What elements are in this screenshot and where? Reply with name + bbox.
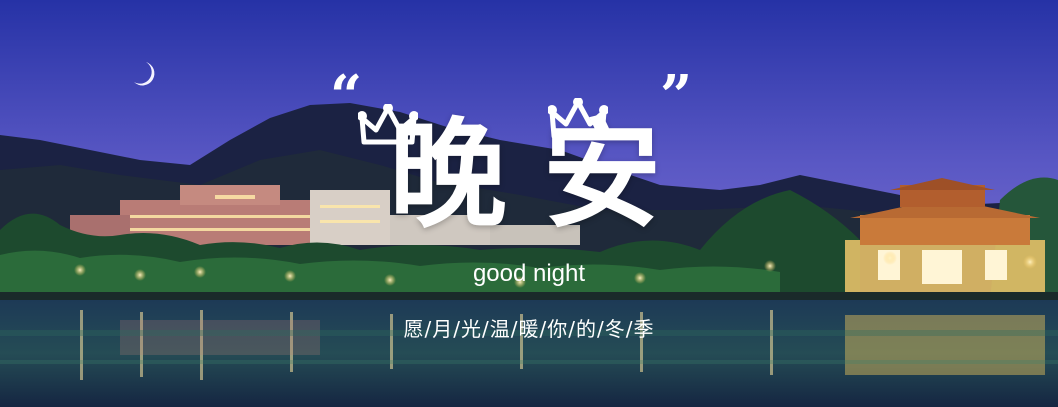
title-char-1: 晚: [388, 106, 507, 244]
subtitle-chinese: 愿/月/光/温/暖/你/的/冬/季: [403, 317, 655, 341]
open-quote-mark: “: [330, 63, 363, 129]
subtitle-english: good night: [472, 260, 586, 287]
close-quote-mark: ”: [660, 63, 693, 129]
crescent-moon-icon: [134, 62, 155, 86]
crown-icon: [548, 98, 608, 139]
crown-icon: [358, 104, 418, 145]
